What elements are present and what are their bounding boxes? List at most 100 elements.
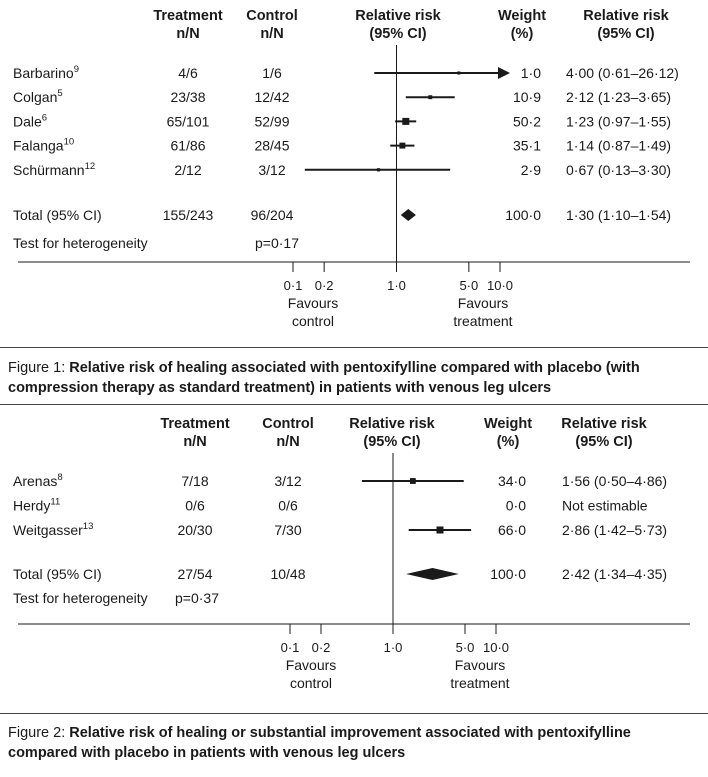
fig2-study-arenas-name: Arenas8 [13,472,63,489]
fig1-study-colgan-name: Colgan5 [13,88,63,105]
fig1-study-schrmann-name: Schürmann12 [13,161,95,178]
fig1-study-falanga-weight: 35·1 [513,138,541,154]
fig1-heterogeneity-value: p=0·17 [255,235,299,251]
fig1-favours-treatment-1: treatment [453,313,512,329]
fig2-total-diamond [406,568,459,580]
fig1-study-schrmann-point [376,168,381,172]
fig1-study-dale-name: Dale6 [13,112,47,129]
fig1-study-colgan-control: 12/42 [254,89,289,105]
fig1-study-falanga-point [399,142,406,149]
fig1-study-schrmann-control: 3/12 [258,162,285,178]
fig1-study-dale-weight: 50·2 [513,113,541,129]
fig1-header-control-0: Control [246,8,298,24]
fig1-total-rr-text: 1·30 (1·10–1·54) [566,207,671,223]
fig2-study-arenas-rr-text: 1·56 (0·50–4·86) [562,473,667,489]
fig2-tick-label-0·1: 0·1 [281,640,300,655]
figure-1-caption-bottom-rule [0,404,708,405]
fig2-header-weight-1: (%) [497,434,520,450]
fig2-header-relative-risk-axis-0: Relative risk [349,416,435,432]
fig1-total-weight: 100·0 [505,207,541,223]
figure-1-caption-text: Relative risk of healing associated with… [8,360,640,396]
figure-2-caption: Figure 2: Relative risk of healing or su… [8,723,703,763]
fig2-study-herdy-rr-text: Not estimable [562,498,648,514]
fig1-study-barbarino-name: Barbarino9 [13,64,79,81]
fig1-favours-treatment-0: Favours [458,295,509,311]
fig2-total-treatment: 27/54 [177,566,212,582]
figure-1-caption-prefix: Figure 1: [8,360,70,376]
figure-2-caption-prefix: Figure 2: [8,725,70,741]
fig1-tick-label-0·1: 0·1 [284,278,303,293]
fig2-heterogeneity-label: Test for heterogeneity [13,590,148,606]
fig1-study-falanga-name: Falanga10 [13,137,74,154]
fig2-header-weight-0: Weight [484,416,532,432]
fig1-study-barbarino-point [457,71,461,75]
fig2-study-herdy-control: 0/6 [278,498,298,514]
fig1-study-barbarino-treatment: 4/6 [178,65,198,81]
fig1-favours-control-1: control [292,313,334,329]
fig2-header-control-1: n/N [276,434,299,450]
fig1-header-control-1: n/N [260,26,283,42]
fig1-study-colgan-treatment: 23/38 [170,89,205,105]
fig2-study-weitgasser-weight: 66·0 [498,522,526,538]
fig1-study-barbarino-weight: 1·0 [521,65,541,81]
figure-2-caption-rule [0,713,708,714]
fig1-tick-label-1·0: 1·0 [387,278,406,293]
fig2-total-control: 10/48 [270,566,305,582]
fig2-tick-label-5·0: 5·0 [456,640,475,655]
fig2-header-treatment-0: Treatment [160,416,229,432]
fig1-study-colgan-rr-text: 2·12 (1·23–3·65) [566,89,671,105]
fig1-favours-control-0: Favours [288,295,339,311]
fig1-study-falanga-treatment: 61/86 [170,138,205,154]
fig1-header-relative-risk-axis-1: (95% CI) [369,26,426,42]
fig2-header-relative-risk-ci-0: Relative risk [561,416,647,432]
fig1-total-name: Total (95% CI) [13,207,102,223]
fig1-heterogeneity-label: Test for heterogeneity [13,235,148,251]
fig1-study-colgan-weight: 10·9 [513,89,541,105]
fig1-study-schrmann-treatment: 2/12 [174,162,201,178]
fig1-study-falanga-control: 28/45 [254,138,289,154]
fig2-study-weitgasser-point [436,526,444,534]
fig1-tick-label-5·0: 5·0 [459,278,478,293]
fig2-total-name: Total (95% CI) [13,566,102,582]
fig1-study-dale-control: 52/99 [254,113,289,129]
fig1-study-dale-treatment: 65/101 [167,113,210,129]
fig1-header-relative-risk-ci-0: Relative risk [583,8,669,24]
fig2-heterogeneity-value: p=0·37 [175,590,219,606]
fig2-favours-control-1: control [290,675,332,691]
fig1-tick-label-10·0: 10·0 [487,278,513,293]
fig2-study-weitgasser-name: Weitgasser13 [13,521,93,538]
fig2-total-rr-text: 2·42 (1·34–4·35) [562,566,667,582]
fig1-study-colgan-point [428,95,433,100]
fig2-header-treatment-1: n/N [183,434,206,450]
figure-1-caption-rule [0,347,708,348]
fig1-tick-label-0·2: 0·2 [315,278,334,293]
fig1-study-barbarino-control: 1/6 [262,65,282,81]
fig2-study-herdy-name: Herdy11 [13,497,60,514]
fig2-favours-control-0: Favours [286,657,337,673]
fig1-header-relative-risk-ci-1: (95% CI) [597,26,654,42]
fig2-study-herdy-treatment: 0/6 [185,498,205,514]
fig2-study-arenas-treatment: 7/18 [181,473,208,489]
fig2-study-arenas-point [409,478,416,484]
fig1-study-barbarino-rr-text: 4·00 (0·61–26·12) [566,65,679,81]
fig1-header-treatment-1: n/N [176,26,199,42]
fig2-study-weitgasser-rr-text: 2·86 (1·42–5·73) [562,522,667,538]
fig1-total-treatment: 155/243 [163,207,214,223]
fig1-study-dale-point [402,117,410,125]
fig2-tick-label-1·0: 1·0 [384,640,403,655]
fig2-header-relative-risk-ci-1: (95% CI) [575,434,632,450]
fig2-study-weitgasser-control: 7/30 [274,522,301,538]
fig2-total-weight: 100·0 [490,566,526,582]
fig2-favours-treatment-0: Favours [455,657,506,673]
fig1-study-barbarino-ci-arrow [498,67,510,79]
fig1-header-treatment-0: Treatment [153,8,222,24]
fig2-favours-treatment-1: treatment [450,675,509,691]
fig1-total-control: 96/204 [251,207,294,223]
fig1-total-diamond [400,209,416,221]
fig2-study-herdy-weight: 0·0 [506,498,526,514]
fig2-study-arenas-weight: 34·0 [498,473,526,489]
fig2-study-weitgasser-treatment: 20/30 [177,522,212,538]
fig2-header-control-0: Control [262,416,314,432]
